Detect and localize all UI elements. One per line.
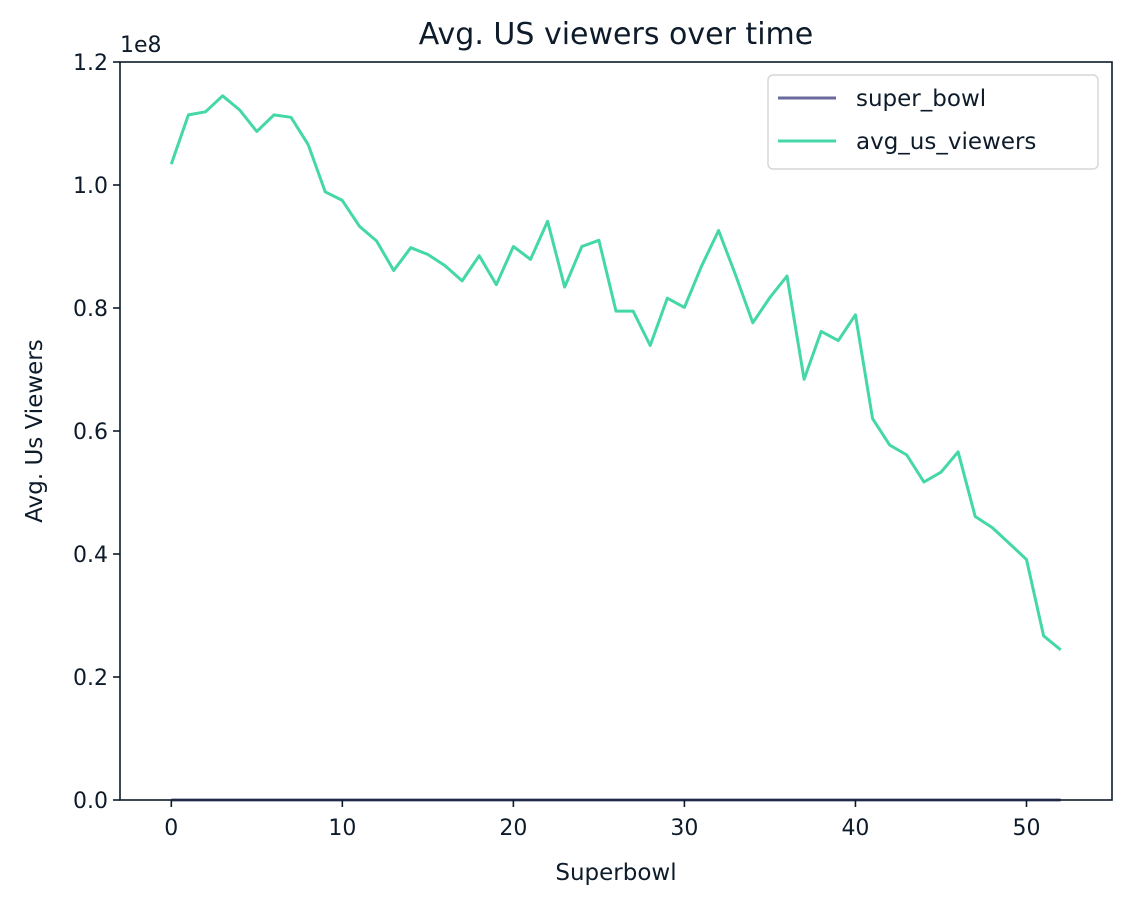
y-tick-label: 0.8 xyxy=(73,297,108,322)
x-axis: 0 10 20 30 40 50 xyxy=(164,800,1040,841)
y-offset-label: 1e8 xyxy=(120,33,162,58)
x-tick-label: 0 xyxy=(164,816,178,841)
x-axis-label: Superbowl xyxy=(555,860,676,886)
y-tick-label: 0.4 xyxy=(73,543,108,568)
y-axis-label: Avg. Us Viewers xyxy=(22,339,48,523)
x-tick-label: 40 xyxy=(841,816,869,841)
plot-lines xyxy=(169,94,1062,802)
y-tick-label: 0.0 xyxy=(73,789,108,814)
x-tick-label: 20 xyxy=(499,816,527,841)
y-tick-label: 0.2 xyxy=(73,666,108,691)
x-tick-label: 10 xyxy=(328,816,356,841)
legend-box xyxy=(767,74,1099,170)
x-tick-label: 30 xyxy=(670,816,698,841)
x-tick-label: 50 xyxy=(1012,816,1040,841)
legend-label-super_bowl: super_bowl xyxy=(856,86,986,112)
y-tick-label: 1.2 xyxy=(73,51,108,76)
legend: super_bowl avg_us_viewers xyxy=(767,74,1099,170)
y-tick-label: 1.0 xyxy=(73,174,108,199)
y-axis: 0.0 0.2 0.4 0.6 0.8 1.0 1.2 xyxy=(73,51,120,814)
legend-label-avg_us_viewers: avg_us_viewers xyxy=(856,129,1036,155)
series-line-avg_us_viewers xyxy=(169,94,1062,652)
y-tick-label: 0.6 xyxy=(73,420,108,445)
plot-frame xyxy=(119,61,1113,801)
chart-title: Avg. US viewers over time xyxy=(419,17,813,52)
